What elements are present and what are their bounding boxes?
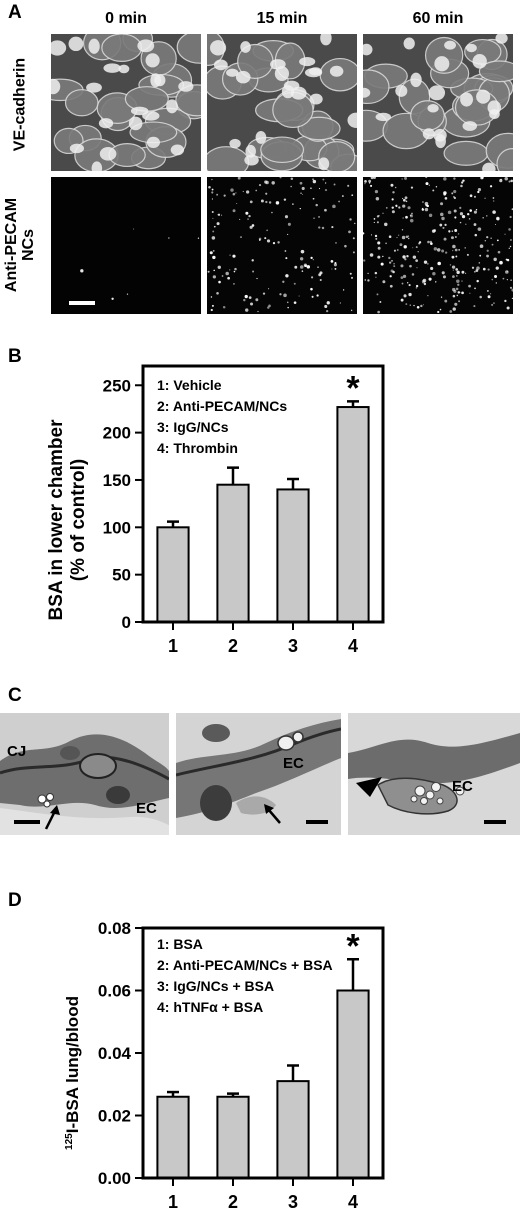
chart-b-xtick-label: 2 [228, 636, 238, 656]
row-label-line1: Anti-PECAM [3, 197, 20, 293]
chart-b-ylabel-line1: BSA in lower chamber [46, 419, 67, 621]
chart-d-ylabel-text: I-BSA lung/blood [63, 996, 82, 1133]
chart-d-bar-4 [336, 989, 370, 1179]
chart-d-frame [141, 926, 385, 1180]
chart-b-legend-entry: 2: Anti-PECAM/NCs [157, 398, 287, 414]
chart-d-bar-3 [276, 1080, 310, 1179]
row-label-ve-cadherin: VE-cadherin [11, 57, 29, 152]
chart-b-ytick-label: 100 [103, 518, 131, 537]
chart-b-legend-entry: 4: Thrombin [157, 440, 238, 456]
chart-b: BSA in lower chamber (% of control) 0 50 1… [46, 364, 385, 656]
chart-b-bar-2 [216, 483, 250, 623]
micrograph-ve-cadherin-0min [51, 34, 201, 171]
chart-d-xtick-label: 3 [288, 1192, 298, 1208]
chart-b-ylabel-line2: (% of control) [68, 459, 89, 581]
panel-c-letter: C [8, 685, 22, 706]
chart-b-ytick-label: 150 [103, 471, 131, 490]
chart-b-ytick-label: 250 [103, 376, 131, 395]
micrograph-ncs-15min [207, 177, 357, 314]
column-header-60min: 60 min [412, 10, 464, 27]
scale-bar [484, 820, 506, 824]
em-label-ec-1: EC [136, 800, 157, 817]
arrow-2 [267, 808, 281, 824]
scale-bar [306, 820, 328, 824]
chart-d-ytick-label: 0.04 [98, 1044, 132, 1063]
em-image-1 [0, 713, 169, 835]
chart-d-ytick-label: 0.02 [98, 1107, 131, 1126]
chart-d-legend-entry: 3: IgG/NCs + BSA [157, 978, 274, 994]
chart-d-legend-entry: 1: BSA [157, 936, 203, 952]
chart-d-ytick-label: 0.08 [98, 919, 131, 938]
row-label-line2: NCs [20, 229, 37, 262]
micrograph-ncs-60min [363, 177, 513, 314]
chart-d: 125I-BSA lung/blood 0.00 0.02 0.04 0.06 0.08… [63, 919, 385, 1208]
chart-d-bar-2 [216, 1095, 250, 1179]
micrograph-ve-cadherin-15min [207, 34, 357, 171]
chart-b-ytick-label: 50 [112, 566, 131, 585]
chart-d-legend-entry: 2: Anti-PECAM/NCs + BSA [157, 957, 333, 973]
chart-b-xtick-label: 3 [288, 636, 298, 656]
micrograph-ve-cadherin-60min [363, 34, 513, 171]
em-label-ec-3: EC [452, 778, 473, 795]
micrograph-ncs-0min [51, 177, 201, 314]
chart-d-ylabel: 125I-BSA lung/blood [63, 996, 82, 1150]
scale-bar [69, 301, 95, 305]
em-label-ec-2: EC [283, 755, 304, 772]
chart-b-legend-entry: 1: Vehicle [157, 377, 222, 393]
chart-d-xtick-label: 1 [168, 1192, 178, 1208]
scale-bar [14, 820, 40, 824]
chart-b-xtick-label: 4 [348, 636, 358, 656]
chart-d-ytick-label: 0.00 [98, 1169, 131, 1188]
panel-d-letter: D [8, 890, 22, 911]
chart-b-bar-4 [336, 406, 370, 623]
chart-d-ylabel-sup: 125 [64, 1133, 75, 1150]
chart-d-xtick-label: 2 [228, 1192, 238, 1208]
em-image-2 [176, 713, 341, 835]
row-label-anti-pecam-ncs: Anti-PECAM NCs [3, 185, 37, 305]
chart-b-bar-1 [156, 526, 190, 623]
chart-d-xtick-label: 4 [348, 1192, 358, 1208]
column-header-0min: 0 min [105, 10, 147, 27]
chart-b-ytick-label: 0 [122, 613, 131, 632]
em-label-cj: CJ [7, 743, 27, 760]
panel-a-letter: A [8, 2, 22, 23]
chart-b-xtick-label: 1 [168, 636, 178, 656]
chart-b-significance-mark: * [346, 369, 360, 407]
chart-b-ytick-label: 200 [103, 424, 131, 443]
chart-b-bar-3 [276, 488, 310, 623]
chart-d-ytick-label: 0.06 [98, 982, 131, 1001]
em-image-3 [348, 713, 520, 835]
arrowhead-marker [356, 777, 382, 797]
column-header-15min: 15 min [256, 10, 308, 27]
chart-b-legend-entry: 3: IgG/NCs [157, 419, 229, 435]
chart-d-significance-mark: * [346, 927, 360, 965]
chart-d-legend-entry: 4: hTNFα + BSA [157, 999, 263, 1015]
chart-d-bar-1 [156, 1095, 190, 1179]
panel-b-letter: B [8, 346, 22, 367]
chart-b-frame [141, 364, 385, 624]
